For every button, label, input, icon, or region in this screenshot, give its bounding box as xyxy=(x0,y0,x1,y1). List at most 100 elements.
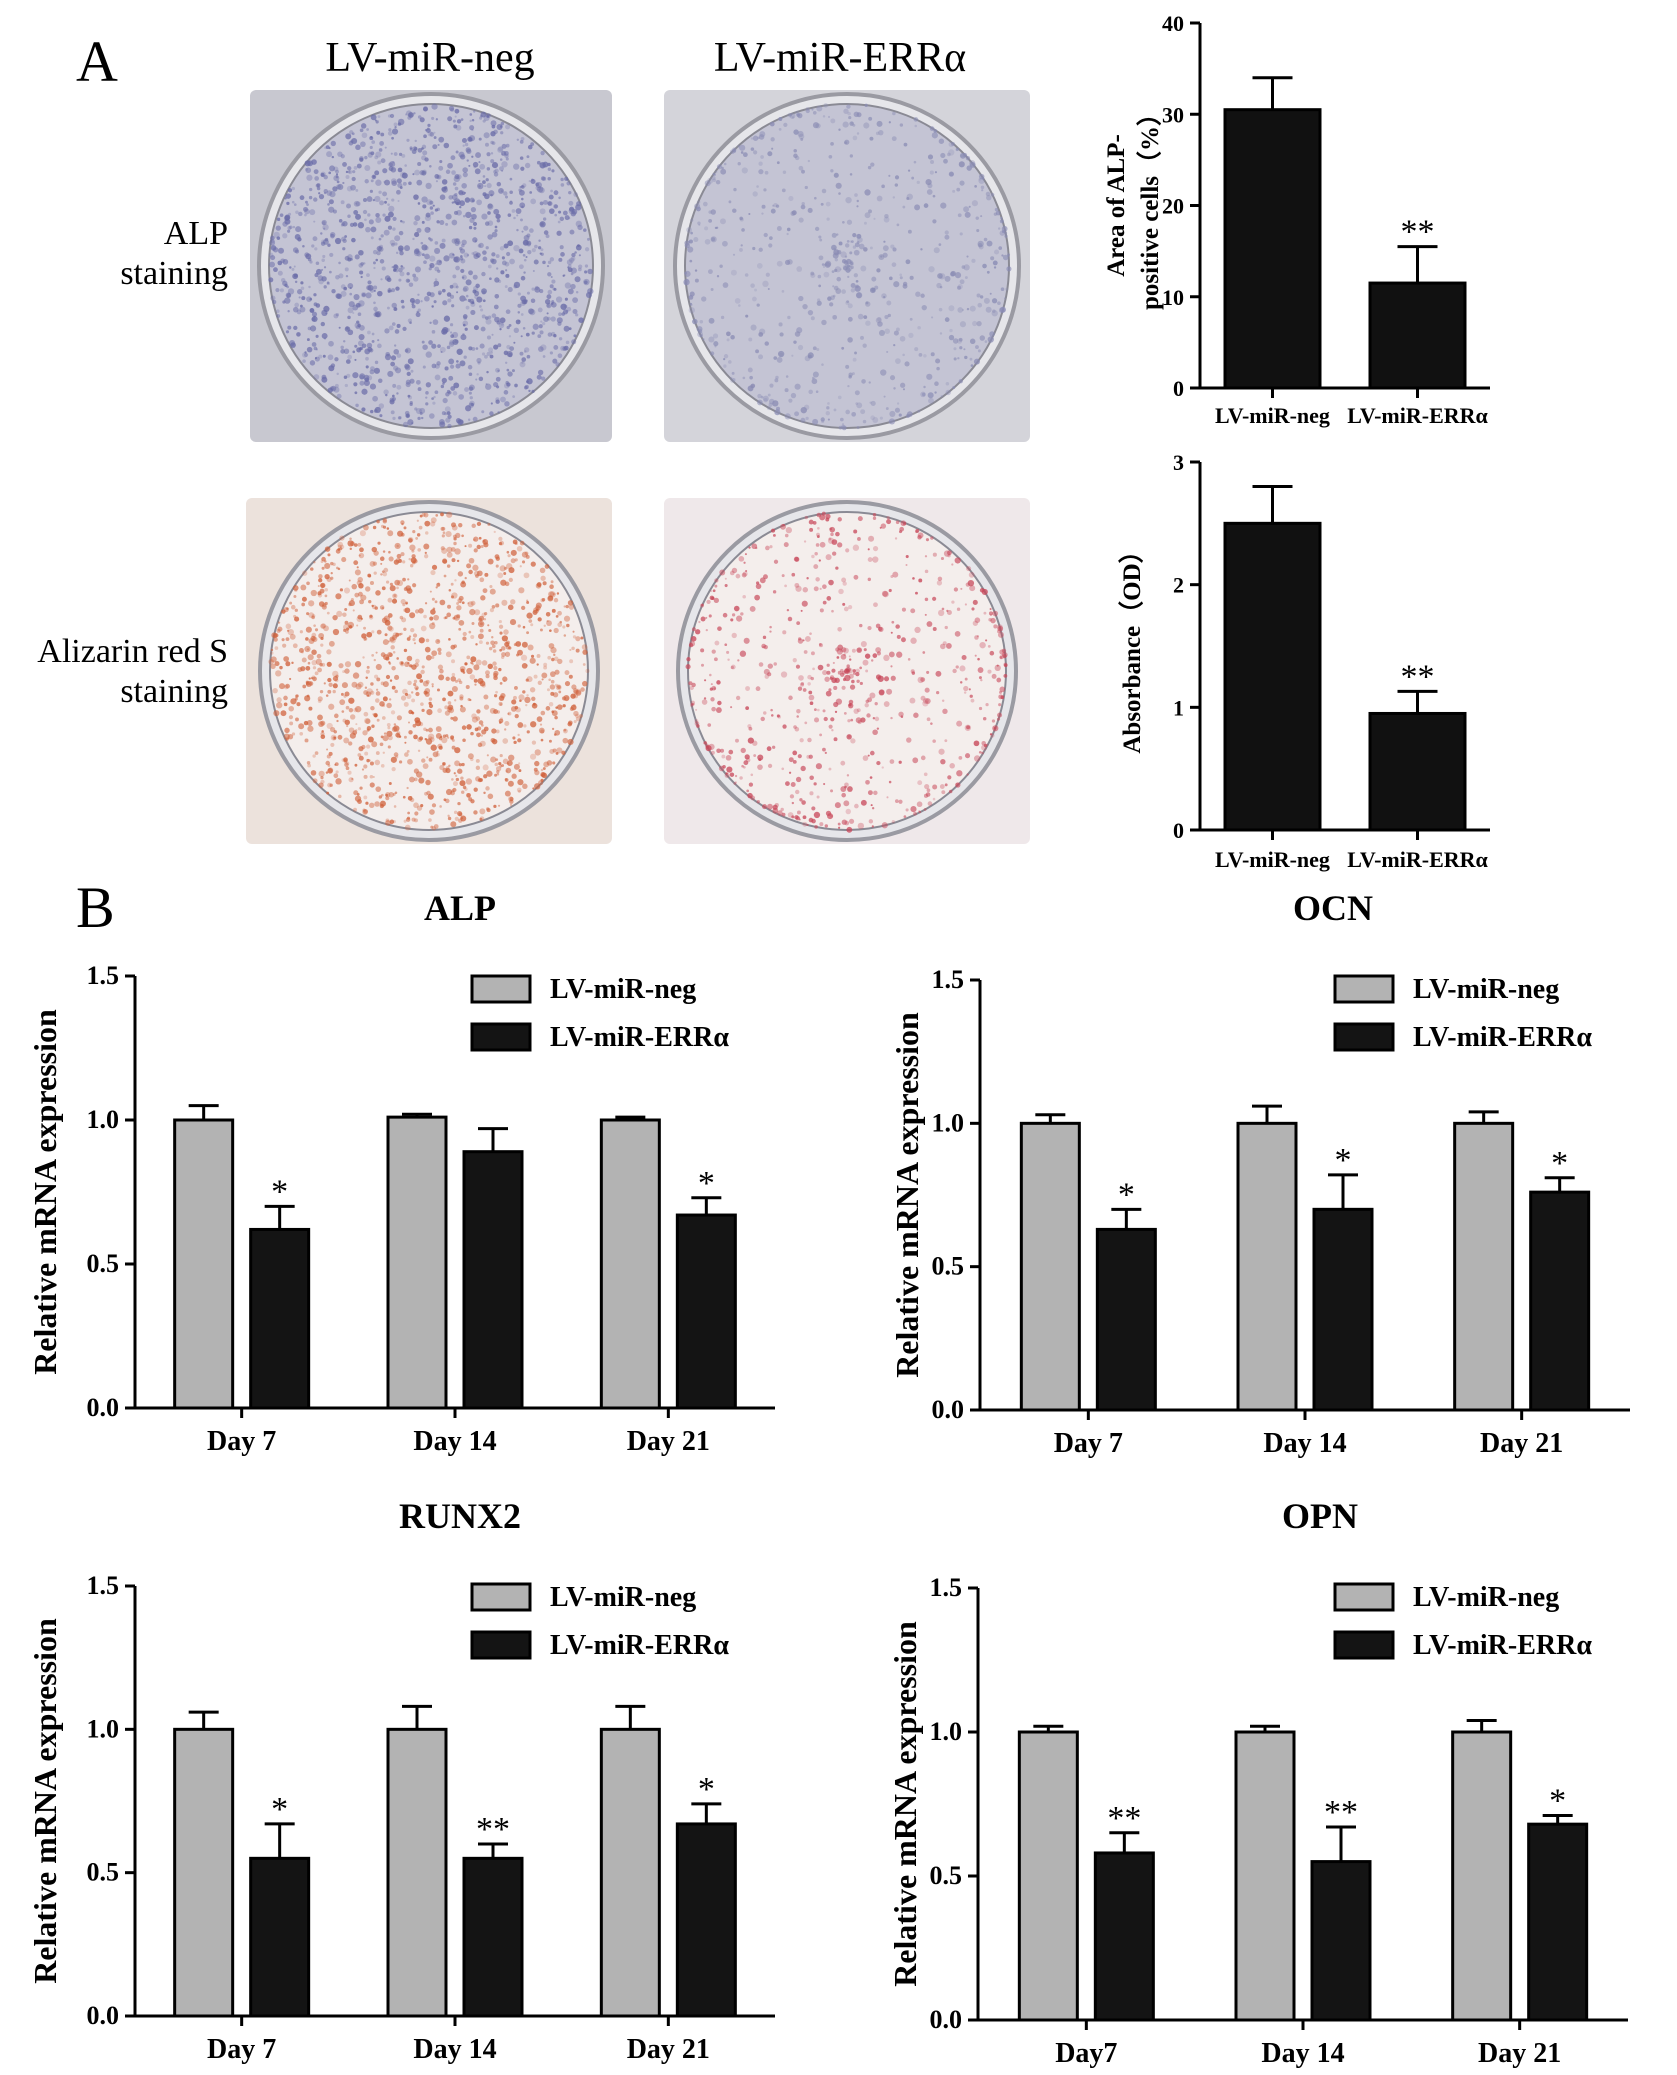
bar-erra-2 xyxy=(677,1215,735,1408)
bar-neg-0 xyxy=(1019,1732,1077,2020)
chart-title: ALP xyxy=(424,888,496,928)
y-axis-label-line1: Area of ALP- xyxy=(1103,134,1130,277)
x-tick-label: Day 21 xyxy=(627,2034,710,2065)
y-tick-label: 2 xyxy=(1173,573,1184,598)
y-axis-label: Relative mRNA expression xyxy=(887,1621,923,1987)
legend-label-neg: LV-miR-neg xyxy=(1413,974,1559,1005)
y-tick-label: 1 xyxy=(1173,695,1184,720)
x-tick-label: LV-miR-ERRα xyxy=(1347,847,1488,872)
y-tick-label: 0.0 xyxy=(87,2001,120,2030)
x-tick-label: Day 21 xyxy=(627,1426,710,1457)
x-tick-label: Day7 xyxy=(1055,2038,1117,2069)
row-header-alp-line1: ALP xyxy=(40,214,228,254)
bar-erra-0 xyxy=(251,1858,309,2016)
chart-alp-mrna: ALP0.00.51.01.5Relative mRNA expressionD… xyxy=(0,880,840,1480)
bar-erra-1 xyxy=(464,1858,522,2016)
significance-marker: * xyxy=(1549,1783,1566,1820)
bar-group-1 xyxy=(1370,713,1465,830)
legend-swatch-erra xyxy=(472,1024,530,1050)
chart-alizarin-absorbance: 0123Absorbance（OD）LV-miR-negLV-miR-ERRα*… xyxy=(1060,440,1660,880)
alizarin-dish-erra xyxy=(664,498,1030,844)
bar-erra-2 xyxy=(1529,1824,1587,2020)
bar-erra-0 xyxy=(251,1229,309,1408)
y-axis-label-line2: positive cells（%） xyxy=(1135,101,1164,310)
y-tick-label: 0.0 xyxy=(932,1395,965,1424)
y-tick-label: 0.5 xyxy=(932,1252,965,1281)
bar-neg-1 xyxy=(388,1117,446,1408)
legend-swatch-neg xyxy=(1335,1584,1393,1610)
y-tick-label: 1.5 xyxy=(930,1573,963,1602)
y-tick-label: 1.5 xyxy=(87,1571,120,1600)
significance-marker: ** xyxy=(1401,658,1435,695)
significance-marker: ** xyxy=(1107,1800,1141,1837)
y-tick-label: 1.5 xyxy=(932,965,965,994)
legend-swatch-neg xyxy=(1335,976,1393,1002)
y-tick-label: 0 xyxy=(1173,376,1184,401)
significance-marker: * xyxy=(1118,1176,1135,1213)
legend-label-neg: LV-miR-neg xyxy=(1413,1582,1559,1613)
x-tick-label: Day 14 xyxy=(1263,1428,1346,1459)
alp-dish-neg xyxy=(250,90,612,442)
bar-group-1 xyxy=(1370,283,1465,388)
x-tick-label: Day 14 xyxy=(413,1426,496,1457)
y-tick-label: 0.5 xyxy=(87,1249,120,1278)
significance-marker: ** xyxy=(1401,214,1435,251)
y-axis-label: Relative mRNA expression xyxy=(27,1618,63,1984)
bar-neg-1 xyxy=(1236,1732,1294,2020)
significance-marker: * xyxy=(271,1791,288,1828)
bar-group-0 xyxy=(1225,523,1320,830)
bar-erra-0 xyxy=(1095,1853,1153,2020)
row-header-alp: ALP staining xyxy=(40,214,228,294)
significance-marker: ** xyxy=(476,1811,510,1848)
x-tick-label: Day 7 xyxy=(207,2034,276,2065)
row-header-alizarin: Alizarin red S staining xyxy=(0,632,228,712)
y-tick-label: 1.0 xyxy=(930,1717,963,1746)
row-header-alp-line2: staining xyxy=(40,254,228,294)
legend-label-neg: LV-miR-neg xyxy=(550,974,696,1005)
legend-label-erra: LV-miR-ERRα xyxy=(550,1630,729,1661)
bar-erra-1 xyxy=(464,1152,522,1408)
chart-title: RUNX2 xyxy=(399,1496,521,1536)
chart-alp-area: 010203040Area of ALP-positive cells（%）LV… xyxy=(1060,0,1660,440)
significance-marker: * xyxy=(1335,1142,1352,1179)
x-tick-label: Day 14 xyxy=(413,2034,496,2065)
bar-group-0 xyxy=(1225,110,1320,388)
bar-erra-0 xyxy=(1097,1229,1155,1410)
bar-erra-2 xyxy=(1531,1192,1589,1410)
y-tick-label: 40 xyxy=(1162,11,1184,36)
bar-neg-1 xyxy=(1238,1123,1296,1410)
panel-a-letter: A xyxy=(76,28,118,95)
y-tick-label: 0 xyxy=(1173,818,1184,843)
x-tick-label: Day 7 xyxy=(1054,1428,1123,1459)
bar-neg-2 xyxy=(1453,1732,1511,2020)
bar-neg-1 xyxy=(388,1729,446,2016)
y-tick-label: 1.0 xyxy=(932,1108,965,1137)
y-tick-label: 0.5 xyxy=(930,1861,963,1890)
chart-title: OCN xyxy=(1293,888,1373,928)
y-axis-label: Relative mRNA expression xyxy=(889,1012,925,1378)
legend-label-erra: LV-miR-ERRα xyxy=(550,1022,729,1053)
significance-marker: * xyxy=(698,1165,715,1202)
y-tick-label: 30 xyxy=(1162,102,1184,127)
bar-neg-0 xyxy=(1021,1123,1079,1410)
bar-erra-2 xyxy=(677,1824,735,2016)
y-tick-label: 1.0 xyxy=(87,1714,120,1743)
row-header-alizarin-line1: Alizarin red S xyxy=(0,632,228,672)
y-tick-label: 0.5 xyxy=(87,1858,120,1887)
x-tick-label: Day 14 xyxy=(1261,2038,1344,2069)
x-tick-label: Day 21 xyxy=(1478,2038,1561,2069)
alizarin-dish-neg xyxy=(246,498,612,844)
y-tick-label: 1.0 xyxy=(87,1105,120,1134)
y-axis-label-line1: Absorbance（OD） xyxy=(1117,538,1146,753)
y-axis-label: Relative mRNA expression xyxy=(27,1009,63,1375)
chart-runx2-mrna: RUNX2 0.0 0.5 1.0 1.5 Relative mRNA expressio… xyxy=(0,1488,840,2075)
legend-swatch-erra xyxy=(472,1632,530,1658)
bar-erra-1 xyxy=(1314,1209,1372,1410)
bar-neg-2 xyxy=(601,1729,659,2016)
bar-erra-1 xyxy=(1312,1862,1370,2020)
y-tick-label: 20 xyxy=(1162,194,1184,219)
significance-marker: * xyxy=(1551,1145,1568,1182)
significance-marker: * xyxy=(271,1173,288,1210)
chart-ocn-mrna: OCN 0.0 0.5 1.0 1.5Relative mRNA expression D… xyxy=(860,880,1677,1480)
y-tick-label: 3 xyxy=(1173,450,1184,475)
